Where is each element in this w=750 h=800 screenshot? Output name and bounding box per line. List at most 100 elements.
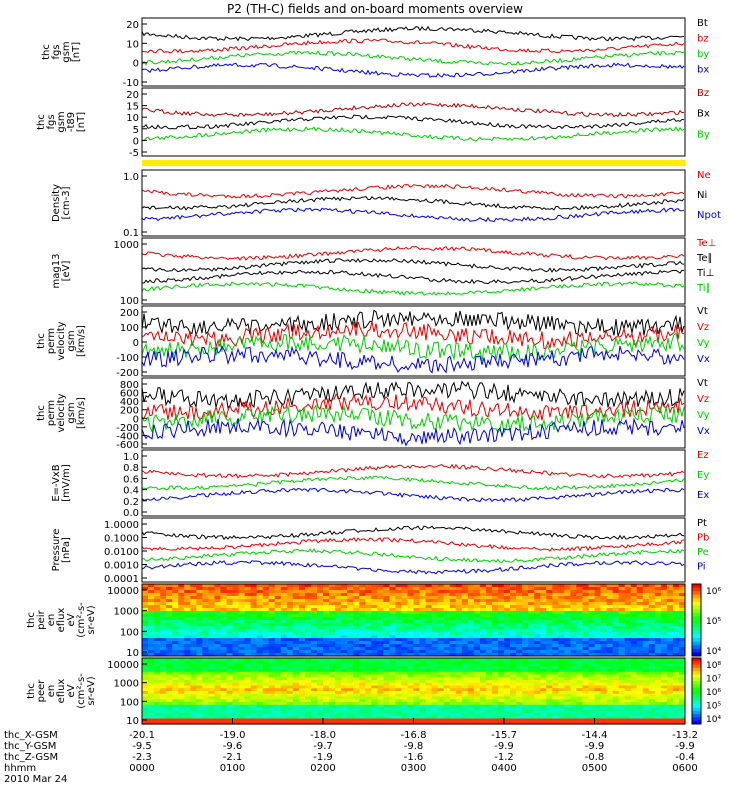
spectrogram-cell	[389, 590, 396, 594]
spectrogram-cell	[498, 629, 505, 633]
spectrogram-cell	[238, 623, 245, 627]
spectrogram-cell	[612, 626, 620, 630]
spectrogram-cell	[491, 699, 499, 703]
spectrogram-cell	[570, 629, 577, 633]
y-axis-label: gsm	[66, 402, 77, 423]
spectrogram-cell	[491, 677, 499, 681]
spectrogram-cell	[576, 685, 583, 689]
spectrogram-cell	[142, 696, 149, 700]
spectrogram-cell	[654, 644, 662, 648]
spectrogram-cell	[377, 641, 384, 645]
spectrogram-cell	[485, 713, 493, 717]
spectrogram-cell	[419, 691, 426, 695]
spectrogram-cell	[618, 599, 626, 603]
spectrogram-cell	[166, 647, 173, 651]
spectrogram-cell	[516, 704, 523, 709]
spectrogram-cell	[630, 666, 638, 670]
spectrogram-cell	[292, 617, 300, 621]
spectrogram-cell	[341, 605, 348, 609]
spectrogram-cell	[371, 707, 378, 711]
series-line	[141, 126, 685, 142]
spectrogram-cell	[208, 614, 215, 618]
spectrogram-cell	[371, 704, 378, 709]
spectrogram-cell	[485, 632, 493, 636]
spectrogram-cell	[286, 704, 294, 709]
spectrogram-cell	[407, 611, 414, 615]
spectrogram-cell	[564, 696, 571, 700]
spectrogram-cell	[570, 713, 577, 717]
spectrogram-cell	[359, 629, 366, 633]
spectrogram-cell	[226, 620, 233, 624]
spectrogram-cell	[455, 721, 463, 725]
spectrogram-cell	[401, 699, 408, 703]
spectrogram-cell	[160, 590, 167, 594]
spectrogram-cell	[654, 685, 662, 689]
y-tick-label: 100	[120, 697, 139, 708]
spectrogram-cell	[552, 638, 559, 642]
spectrogram-cell	[660, 653, 668, 657]
legend-entry: Ti∥	[696, 283, 711, 294]
spectrogram-cell	[660, 641, 668, 645]
spectrogram-cell	[498, 647, 505, 651]
spectrogram-cell	[419, 638, 426, 642]
spectrogram-cell	[166, 715, 173, 720]
spectrogram-cell	[353, 605, 360, 609]
spectrogram-cell	[636, 644, 644, 648]
spectrogram-cell	[558, 611, 565, 615]
spectrogram-cell	[274, 629, 282, 633]
spectrogram-cell	[347, 713, 354, 717]
spectrogram-cell	[528, 688, 535, 692]
spectrogram-cell	[467, 669, 475, 673]
spectrogram-cell	[310, 605, 318, 609]
spectrogram-cell	[413, 608, 420, 612]
spectrogram-cell	[666, 617, 674, 621]
spectrogram-cell	[425, 641, 433, 645]
spectrogram-cell	[455, 715, 463, 720]
spectrogram-cell	[498, 663, 505, 667]
spectrogram-cell	[395, 713, 402, 717]
spectrogram-cell	[528, 707, 535, 711]
spectrogram-cell	[642, 620, 650, 624]
spectrogram-cell	[208, 682, 215, 687]
spectrogram-cell	[612, 713, 620, 717]
spectrogram-cell	[395, 682, 402, 687]
spectrogram-cell	[654, 605, 662, 609]
spectrogram-cell	[208, 691, 215, 695]
spectrogram-cell	[449, 608, 457, 612]
spectrogram-cell	[600, 611, 607, 615]
spectrogram-cell	[323, 623, 330, 627]
spectrogram-cell	[383, 674, 390, 678]
spectrogram-cell	[371, 647, 378, 651]
spectrogram-cell	[534, 629, 541, 633]
spectrogram-cell	[443, 650, 451, 654]
spectrogram-cell	[341, 587, 348, 591]
spectrogram-cell	[564, 617, 571, 621]
spectrogram-cell	[522, 658, 529, 662]
spectrogram-cell	[564, 721, 571, 725]
spectrogram-cell	[600, 718, 607, 722]
spectrogram-cell	[522, 721, 529, 725]
spectrogram-cell	[220, 644, 227, 648]
spectrogram-cell	[214, 650, 221, 654]
spectrogram-cell	[636, 653, 644, 657]
spectrogram-cell	[540, 641, 547, 645]
spectrogram-cell	[636, 587, 644, 591]
spectrogram-cell	[238, 638, 245, 642]
spectrogram-cell	[419, 596, 426, 600]
spectrogram-cell	[214, 663, 221, 667]
spectrogram-cell	[250, 718, 258, 722]
spectrogram-cell	[256, 696, 264, 700]
spectrogram-cell	[280, 680, 288, 684]
spectrogram-cell	[679, 682, 686, 687]
spectrogram-cell	[365, 635, 372, 639]
spectrogram-cell	[576, 650, 583, 654]
spectrogram-cell	[679, 660, 686, 665]
spectrogram-cell	[304, 650, 312, 654]
y-axis-label: [nPa]	[61, 537, 72, 563]
spectrogram-cell	[654, 666, 662, 670]
spectrogram-cell	[298, 715, 306, 720]
y-tick-label: 0	[133, 136, 139, 147]
spectrogram-cell	[214, 688, 221, 692]
spectrogram-cell	[558, 715, 565, 720]
spectrogram-cell	[570, 641, 577, 645]
